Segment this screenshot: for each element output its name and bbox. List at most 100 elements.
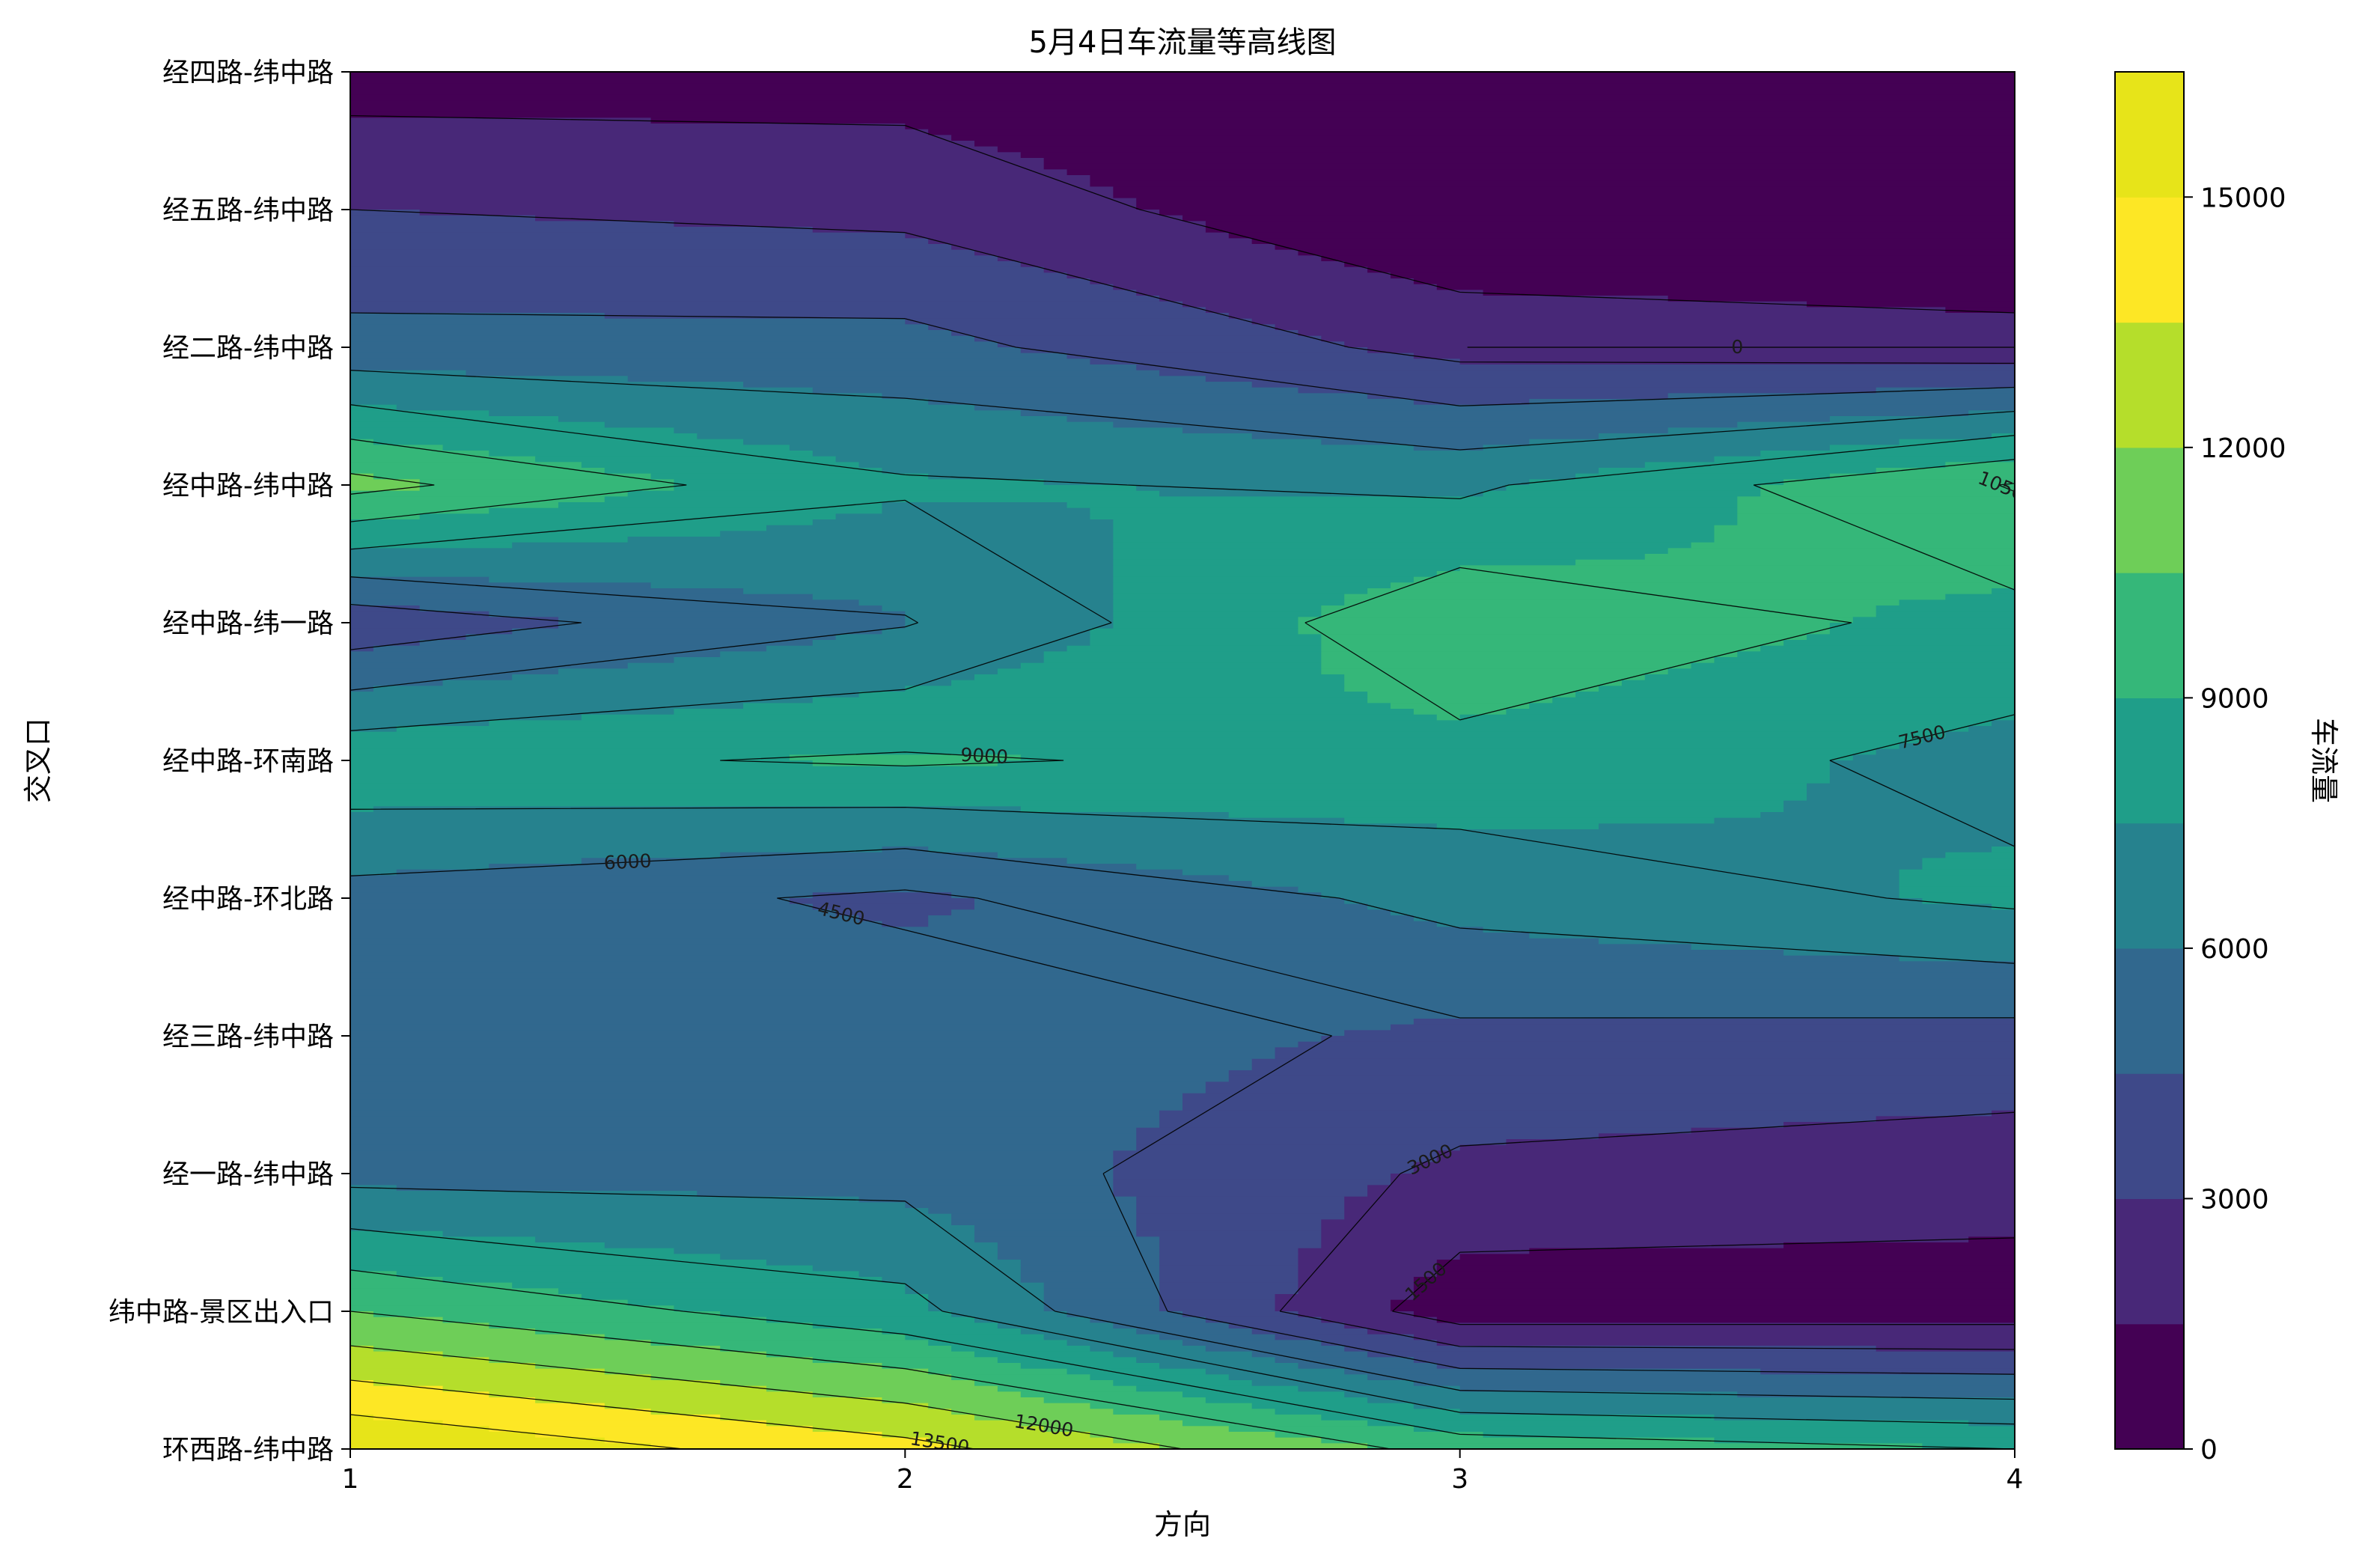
contour-line-15000 <box>350 1414 683 1449</box>
contour-band-cell <box>1298 1282 1415 1289</box>
contour-band-cell <box>720 852 998 858</box>
contour-band-cell <box>1136 364 2015 371</box>
contour-band-cell <box>1020 347 1368 354</box>
contour-band-cell <box>1251 1064 2015 1071</box>
contour-band-cell <box>974 404 2015 411</box>
contour-band-cell <box>350 382 744 388</box>
colorbar-band <box>2115 322 2184 448</box>
contour-band-cell <box>1876 611 2015 617</box>
contour-band-cell <box>674 1305 929 1312</box>
contour-band-cell <box>1159 1122 1784 1129</box>
contour-band-cell <box>350 841 2015 847</box>
contour-band-cell <box>1205 1317 1322 1323</box>
contour-band-cell <box>997 852 1946 858</box>
contour-band-cell <box>1113 611 1322 617</box>
contour-band-cell <box>1737 651 2015 658</box>
contour-band-cell <box>1113 1409 1276 1415</box>
contour-band-cell <box>1344 898 1923 905</box>
contour-line-7500 <box>350 404 2015 1425</box>
contour-band-cell <box>1436 1265 2015 1272</box>
contour-band-cell <box>350 89 2015 96</box>
contour-band-cell <box>1899 886 2015 893</box>
contour-band-cell <box>1506 1139 2015 1146</box>
contour-band-cell <box>1275 324 2015 331</box>
contour-band-cell <box>1159 1294 1276 1301</box>
contour-band-cell <box>350 261 1022 268</box>
y-tick-label: 经一路-纬中路 <box>162 1159 334 1190</box>
contour-band-cell <box>1298 1248 1530 1254</box>
contour-band-cell <box>1321 1415 1715 1421</box>
contour-band-cell <box>1159 1277 1299 1284</box>
contour-band-cell <box>1298 617 1854 623</box>
contour-band-cell <box>720 1415 975 1421</box>
contour-line-13500 <box>350 1379 975 1449</box>
contour-band-cell <box>1298 628 1831 635</box>
contour-band-cell <box>1298 1277 1415 1284</box>
contour-band-cell <box>1159 490 1484 497</box>
contour-band-cell <box>1691 1127 2015 1134</box>
contour-band-cell <box>951 1409 1114 1415</box>
contour-band-cell <box>997 341 1345 348</box>
contour-band-cell <box>766 645 1068 652</box>
contour-line-9000 <box>350 439 2015 1449</box>
contour-band-cell <box>1644 462 1946 469</box>
contour-band-cell <box>650 1409 952 1415</box>
contour-band-cell <box>350 1385 444 1392</box>
contour-band-cell <box>1298 387 1877 394</box>
contour-band-cell <box>350 1248 675 1254</box>
contour-band-cell <box>535 456 837 463</box>
contour-band-cell <box>1367 266 2015 273</box>
contour-band-cell <box>350 112 2015 118</box>
contour-band-cell <box>997 760 1831 767</box>
contour-band-cell <box>1020 410 1969 417</box>
contour-band-cell <box>350 640 421 647</box>
contour-band-cell <box>1529 479 1784 486</box>
contour-band-cell <box>1275 1409 1461 1415</box>
contour-band-cell <box>350 307 1206 314</box>
contour-band-cell <box>1621 680 2015 686</box>
contour-band-cell <box>974 1351 1114 1358</box>
contour-band-cell <box>1298 1271 1438 1278</box>
contour-band-cell <box>604 1368 929 1375</box>
contour-band-cell <box>1876 387 2015 394</box>
contour-band-cell <box>350 347 1022 354</box>
contour-band-cell <box>835 634 1091 641</box>
contour-band-cell <box>350 468 605 475</box>
contour-band-cell <box>350 490 629 497</box>
contour-band-cell <box>1436 1150 2015 1157</box>
contour-band-cell <box>350 204 1137 210</box>
contour-band-cell <box>1321 255 2015 262</box>
contour-band-cell <box>627 1299 929 1306</box>
contour-band-cell <box>1667 393 2015 400</box>
contour-band-cell <box>1714 525 2015 531</box>
contour-band-cell <box>1483 290 2015 296</box>
y-tick-label: 经中路-环北路 <box>162 884 334 915</box>
colorbar-label: 车流量 <box>2307 718 2340 803</box>
contour-band-cell <box>350 961 2015 968</box>
contour-band-cell <box>1413 576 2015 583</box>
contour-band-cell <box>974 1230 1137 1237</box>
contour-band-cell <box>558 617 906 623</box>
contour-band-cell <box>1090 180 2015 187</box>
contour-band-cell <box>350 950 1784 957</box>
contour-band-cell <box>1321 605 1877 612</box>
contour-band-cell <box>1066 645 1322 652</box>
contour-band-cell <box>1992 720 2015 727</box>
contour-band-cell <box>1113 186 2015 193</box>
contour-band-cell <box>1737 519 2015 526</box>
contour-band-cell <box>350 1076 1230 1082</box>
contour-band-cell <box>627 376 1206 382</box>
contour-band-cell <box>1436 1260 2015 1266</box>
contour-band-cell <box>350 249 975 256</box>
contour-band-cell <box>373 645 767 652</box>
contour-band-cell <box>1459 714 2015 721</box>
contour-band-cell <box>905 686 1345 692</box>
contour-band-cell <box>1182 1311 1299 1318</box>
contour-band-cell <box>350 1053 1276 1060</box>
contour-band-cell <box>558 502 883 509</box>
contour-band-cell <box>350 473 374 480</box>
contour-band-cell <box>1228 812 1761 819</box>
contour-band-cell <box>350 783 1807 790</box>
contour-band-cell <box>951 1219 1137 1226</box>
contour-band-cell <box>1136 1139 1507 1146</box>
